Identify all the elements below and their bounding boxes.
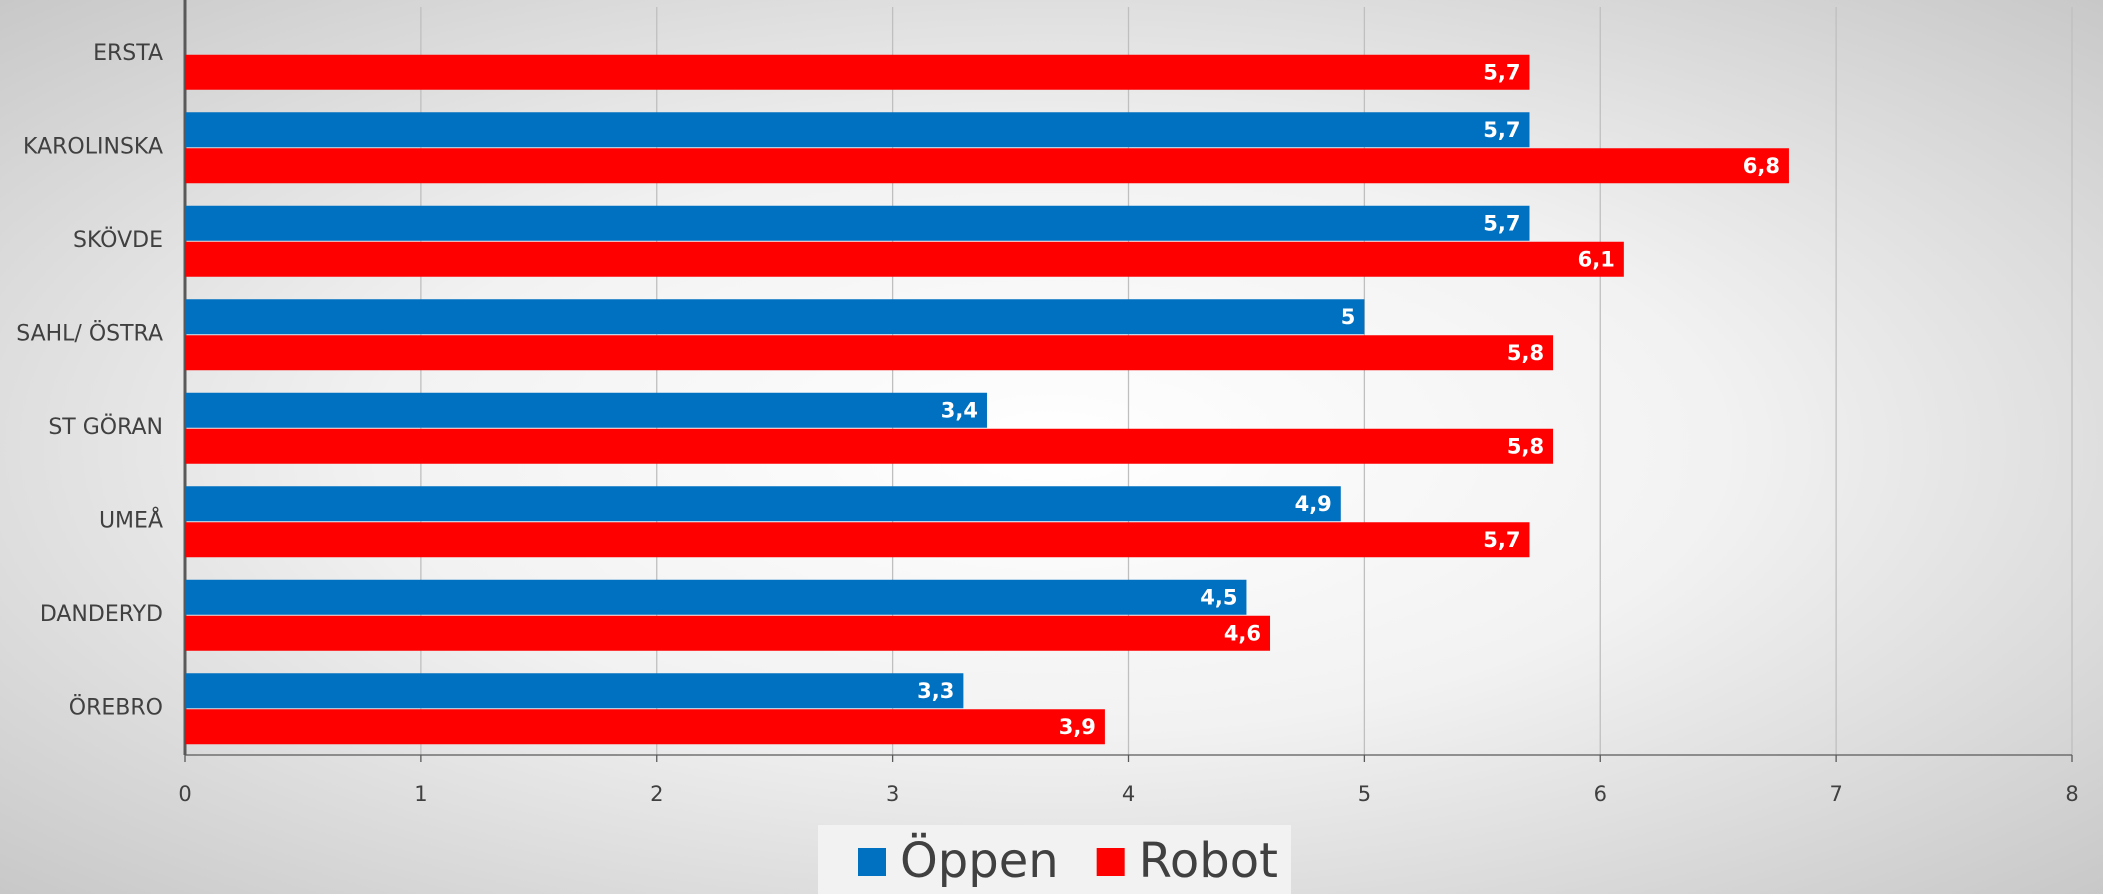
bar <box>185 673 964 709</box>
legend-label: Robot <box>1139 833 1278 889</box>
bar <box>185 522 1530 558</box>
bar <box>185 241 1624 277</box>
value-label: 5 <box>1341 305 1356 329</box>
x-tick-label: 4 <box>1122 782 1135 806</box>
x-tick-label: 1 <box>414 782 427 806</box>
x-tick-label: 2 <box>650 782 663 806</box>
category-label: UMEÅ <box>99 506 163 533</box>
value-label: 5,7 <box>1483 60 1520 84</box>
bar <box>185 428 1554 464</box>
category-label: ERSTA <box>93 41 163 66</box>
category-label: SAHL/ ÖSTRA <box>16 320 163 346</box>
value-label: 5,7 <box>1483 118 1520 142</box>
bar <box>185 112 1530 148</box>
value-label: 3,3 <box>917 679 954 703</box>
value-label: 4,6 <box>1224 621 1261 645</box>
value-label: 6,8 <box>1743 154 1780 178</box>
x-tick-label: 7 <box>1829 782 1842 806</box>
bar <box>185 615 1271 651</box>
x-tick-label: 8 <box>2065 782 2078 806</box>
legend-box <box>818 825 1291 894</box>
bar <box>185 335 1554 371</box>
x-tick-label: 3 <box>886 782 899 806</box>
category-label: ÖREBRO <box>69 694 163 720</box>
bar <box>185 148 1789 184</box>
bar <box>185 392 987 428</box>
legend-swatch <box>1096 848 1125 876</box>
x-tick-label: 5 <box>1358 782 1371 806</box>
bar <box>185 299 1365 335</box>
category-label: ST GÖRAN <box>48 414 163 440</box>
value-label: 3,9 <box>1059 715 1096 739</box>
value-label: 5,8 <box>1507 434 1544 458</box>
value-label: 5,8 <box>1507 341 1544 365</box>
value-label: 3,4 <box>941 398 978 422</box>
value-label: 4,9 <box>1295 492 1332 516</box>
bar <box>185 709 1105 745</box>
bar <box>185 205 1530 241</box>
value-label: 5,7 <box>1483 211 1520 235</box>
x-tick-label: 0 <box>178 782 191 806</box>
value-label: 5,7 <box>1483 528 1520 552</box>
value-label: 4,5 <box>1200 585 1237 609</box>
category-label: DANDERYD <box>40 602 163 627</box>
legend-swatch <box>858 848 886 876</box>
value-label: 6,1 <box>1578 247 1615 271</box>
legend-label: Öppen <box>900 833 1059 889</box>
bar <box>185 486 1341 522</box>
bar <box>185 579 1247 615</box>
x-tick-label: 6 <box>1594 782 1607 806</box>
category-label: SKÖVDE <box>73 227 163 253</box>
category-label: KAROLINSKA <box>23 134 163 159</box>
bar <box>185 54 1530 90</box>
